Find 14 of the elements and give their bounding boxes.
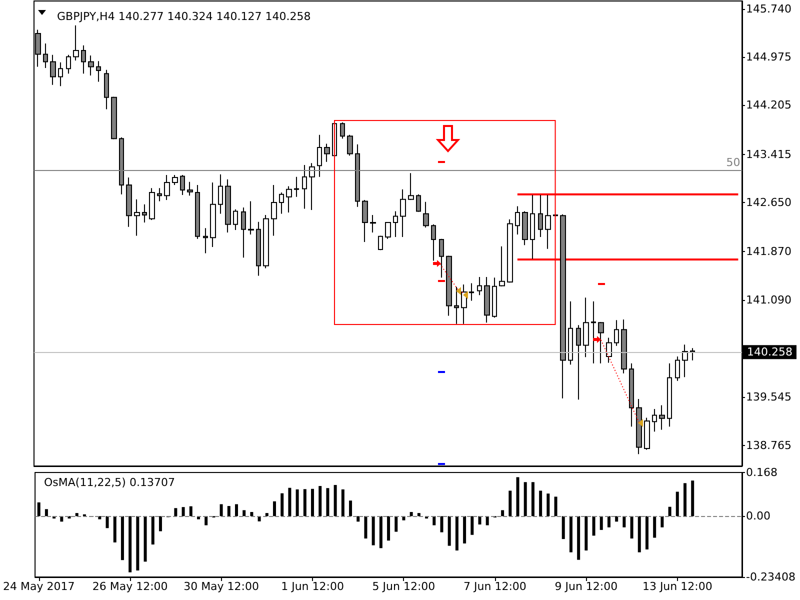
chart-title: OsMA(11,22,5) 0.13707 [44,476,175,489]
y-tick-label: -0.23408 [746,570,796,584]
x-tick-label: 30 May 12:00 [184,580,260,593]
x-tick-label: 13 Jun 12:00 [642,580,712,593]
x-tick-label: 26 May 12:00 [92,580,168,593]
x-tick-label: 24 May 2017 [2,580,75,593]
y-tick-label: 138.765 [746,439,792,452]
y-tick-label: 139.545 [746,390,792,404]
y-tick-label: 0.168 [746,466,778,479]
x-tick-label: 7 Jun 12:00 [464,580,526,593]
y-tick-label: 0.00 [746,510,770,523]
x-tick-label: 1 Jun 12:00 [281,580,344,593]
x-tick-label: 5 Jun 12:00 [372,580,436,593]
x-tick-label: 9 Jun 12:00 [554,580,618,593]
